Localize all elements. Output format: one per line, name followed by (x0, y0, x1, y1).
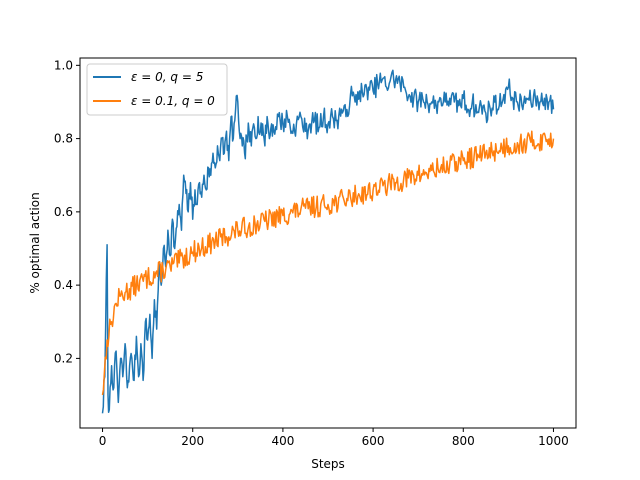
x-tick-label: 200 (181, 434, 204, 448)
y-tick-label: 0.2 (54, 351, 73, 365)
plot-lines (101, 69, 555, 414)
series-line-1 (101, 69, 555, 414)
x-axis-label: Steps (311, 457, 345, 471)
plot-frame (79, 57, 577, 429)
x-tick-label: 400 (271, 434, 294, 448)
x-tick-label: 800 (452, 434, 475, 448)
x-axis-ticks: 0 200 400 600 800 1000 (99, 428, 569, 448)
legend-box (86, 63, 228, 116)
series-line-2 (101, 130, 555, 396)
legend-label-series-2: ε = 0.1, q = 0 (131, 94, 215, 108)
y-tick-label: 0.8 (54, 132, 73, 146)
y-tick-label: 0.4 (54, 278, 73, 292)
legend-label-series-1: ε = 0, q = 5 (131, 70, 203, 84)
y-axis-label: % optimal action (28, 192, 42, 293)
x-tick-label: 600 (362, 434, 385, 448)
x-tick-label: 1000 (538, 434, 569, 448)
y-axis-ticks: 0.2 0.4 0.6 0.8 1.0 (54, 58, 80, 365)
legend: ε = 0, q = 5 ε = 0.1, q = 0 (86, 63, 228, 116)
y-tick-label: 0.6 (54, 205, 73, 219)
x-tick-label: 0 (99, 434, 107, 448)
y-tick-label: 1.0 (54, 58, 73, 72)
